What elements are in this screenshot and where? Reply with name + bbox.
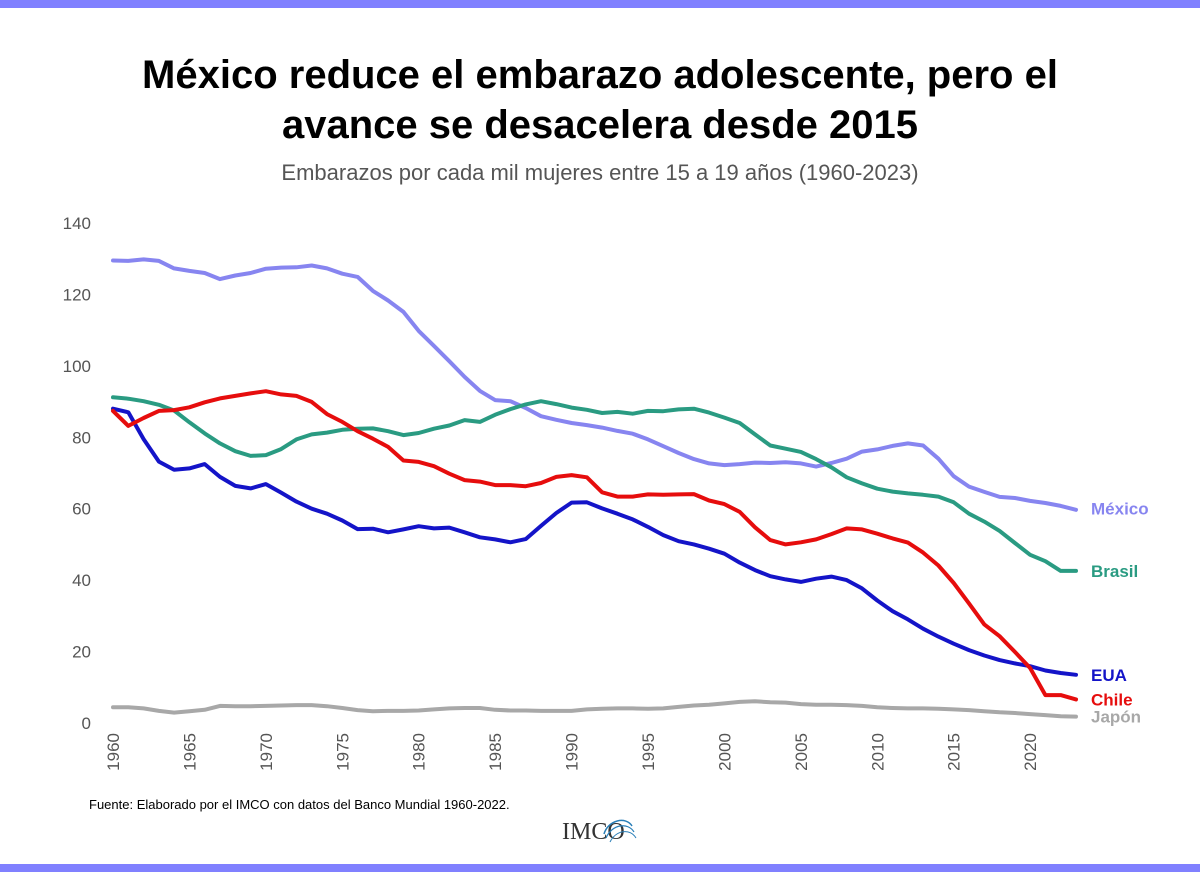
x-tick-label: 2005	[792, 733, 811, 771]
y-tick-label: 120	[63, 285, 91, 304]
source-note: Fuente: Elaborado por el IMCO con datos …	[89, 797, 510, 812]
chart-title-line-1: México reduce el embarazo adolescente, p…	[142, 53, 1058, 97]
y-tick-label: 60	[72, 500, 91, 519]
series-label-brasil: Brasil	[1091, 562, 1138, 581]
x-tick-label: 1995	[639, 733, 658, 771]
top-accent-band	[0, 0, 1200, 8]
series-label-japon: Japón	[1091, 708, 1141, 727]
y-tick-label: 100	[63, 357, 91, 376]
x-tick-label: 1985	[486, 733, 505, 771]
imco-logo-swirl-icon	[603, 819, 637, 843]
chart-title-line-2: avance se desacelera desde 2015	[281, 103, 919, 147]
y-tick-label: 80	[72, 428, 91, 447]
series-label-mexico: México	[1091, 500, 1149, 519]
bottom-accent-band	[0, 864, 1200, 872]
x-tick-label: 2015	[945, 733, 964, 771]
series-line-brasil	[111, 395, 1078, 573]
x-tick-label: 2020	[1021, 733, 1040, 771]
y-tick-label: 20	[72, 643, 91, 662]
series-line-mexico	[111, 257, 1078, 512]
y-tick-label: 140	[63, 214, 91, 233]
x-tick-label: 1970	[257, 733, 276, 771]
chart-title: México reduce el embarazo adolescente, p…	[0, 50, 1200, 150]
x-tick-label: 2010	[868, 733, 887, 771]
x-tick-label: 1965	[180, 733, 199, 771]
series-line-chile	[111, 389, 1078, 702]
series-line-eua	[111, 406, 1078, 677]
series-line-japon	[111, 699, 1078, 719]
x-tick-label: 1975	[333, 733, 352, 771]
x-tick-label: 1980	[410, 733, 429, 771]
chart-subtitle: Embarazos por cada mil mujeres entre 15 …	[281, 160, 919, 185]
x-tick-label: 2000	[715, 733, 734, 771]
imco-logo: IMCO	[562, 819, 625, 845]
y-tick-label: 0	[82, 714, 91, 733]
series-label-chile: Chile	[1091, 690, 1133, 709]
y-tick-label: 40	[72, 571, 91, 590]
x-tick-label: 1990	[563, 733, 582, 771]
series-label-eua: EUA	[1091, 666, 1127, 685]
x-tick-label: 1960	[104, 733, 123, 771]
